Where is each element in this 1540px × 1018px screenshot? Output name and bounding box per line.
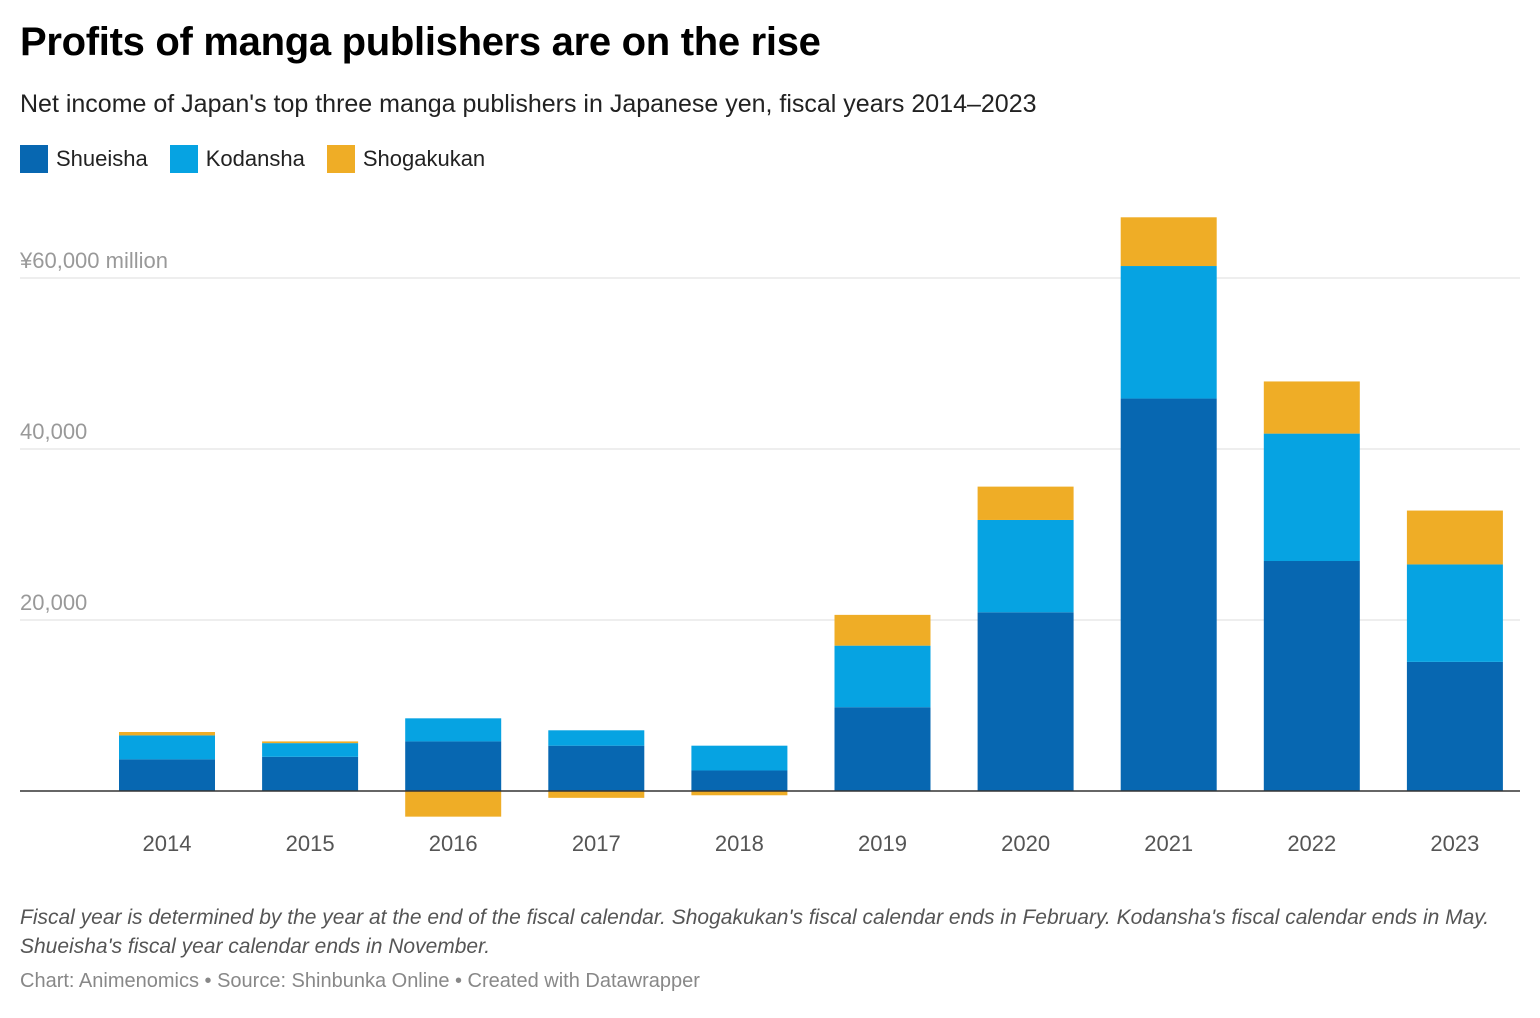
bar-shogakukan-2021 <box>1120 217 1217 267</box>
x-tick-label-2014: 2014 <box>143 831 192 856</box>
legend-item-shogakukan: Shogakukan <box>326 145 486 173</box>
bar-shogakukan-2019 <box>834 614 931 646</box>
x-tick-label-2019: 2019 <box>858 831 907 856</box>
bar-shueisha-2023 <box>1406 661 1503 791</box>
legend-item-kodansha: Kodansha <box>169 145 305 173</box>
chart-note: Fiscal year is determined by the year at… <box>20 906 1490 958</box>
chart-title: Profits of manga publishers are on the r… <box>20 20 821 64</box>
bar-shogakukan-2015 <box>262 741 359 744</box>
chart-footer: Chart: Animenomics • Source: Shinbunka O… <box>20 970 700 992</box>
bar-shogakukan-2014 <box>119 732 215 736</box>
bar-shueisha-2021 <box>1120 398 1217 791</box>
bar-kodansha-2014 <box>119 735 215 760</box>
bar-shueisha-2020 <box>977 612 1074 791</box>
bar-shogakukan-2022 <box>1263 381 1360 434</box>
x-tick-label-2022: 2022 <box>1287 831 1336 856</box>
legend-label-shueisha: Shueisha <box>56 146 148 171</box>
bar-kodansha-2015 <box>262 743 359 757</box>
bar-shueisha-2019 <box>834 707 931 791</box>
bar-kodansha-2017 <box>548 730 645 746</box>
bar-shogakukan-2020 <box>977 486 1074 520</box>
y-tick-label-1: 40,000 <box>20 419 87 444</box>
legend-item-shueisha: Shueisha <box>20 145 148 173</box>
bar-kodansha-2020 <box>977 519 1074 613</box>
legend-label-kodansha: Kodansha <box>205 146 305 171</box>
bar-shogakukan-2017 <box>548 791 645 798</box>
bar-shueisha-2022 <box>1263 561 1360 791</box>
x-tick-label-2016: 2016 <box>429 831 478 856</box>
bar-shueisha-2015 <box>262 756 359 791</box>
bar-kodansha-2019 <box>834 645 931 708</box>
stacked-bar-chart: 20,000 40,000 ¥60,000 million 2014 2015 2016 2… <box>19 217 1520 856</box>
x-tick-label-2015: 2015 <box>286 831 335 856</box>
bar-kodansha-2022 <box>1263 433 1360 562</box>
bar-kodansha-2023 <box>1406 564 1503 662</box>
y-tick-label-2: ¥60,000 million <box>19 248 168 273</box>
x-tick-label-2018: 2018 <box>715 831 764 856</box>
x-tick-label-2021: 2021 <box>1144 831 1193 856</box>
bar-shogakukan-2018 <box>691 791 788 796</box>
x-tick-label-2017: 2017 <box>572 831 621 856</box>
bar-kodansha-2018 <box>691 745 788 771</box>
legend-swatch-shogakukan <box>326 145 355 173</box>
bar-shueisha-2018 <box>691 770 788 791</box>
bar-shogakukan-2023 <box>1406 510 1503 565</box>
bar-shueisha-2014 <box>119 759 215 791</box>
legend-swatch-kodansha <box>169 145 198 173</box>
bar-kodansha-2016 <box>405 718 502 742</box>
bar-shueisha-2016 <box>405 741 502 791</box>
x-tick-label-2020: 2020 <box>1001 831 1050 856</box>
chart-subtitle: Net income of Japan's top three manga pu… <box>20 90 1037 118</box>
y-tick-label-0: 20,000 <box>20 590 87 615</box>
x-tick-label-2023: 2023 <box>1430 831 1479 856</box>
bar-shueisha-2017 <box>548 745 645 791</box>
legend-label-shogakukan: Shogakukan <box>362 146 486 171</box>
bar-kodansha-2021 <box>1120 266 1217 399</box>
bar-shogakukan-2016 <box>405 791 502 817</box>
legend: Shueisha Kodansha Shogakukan <box>20 145 507 173</box>
legend-swatch-shueisha <box>20 145 48 173</box>
